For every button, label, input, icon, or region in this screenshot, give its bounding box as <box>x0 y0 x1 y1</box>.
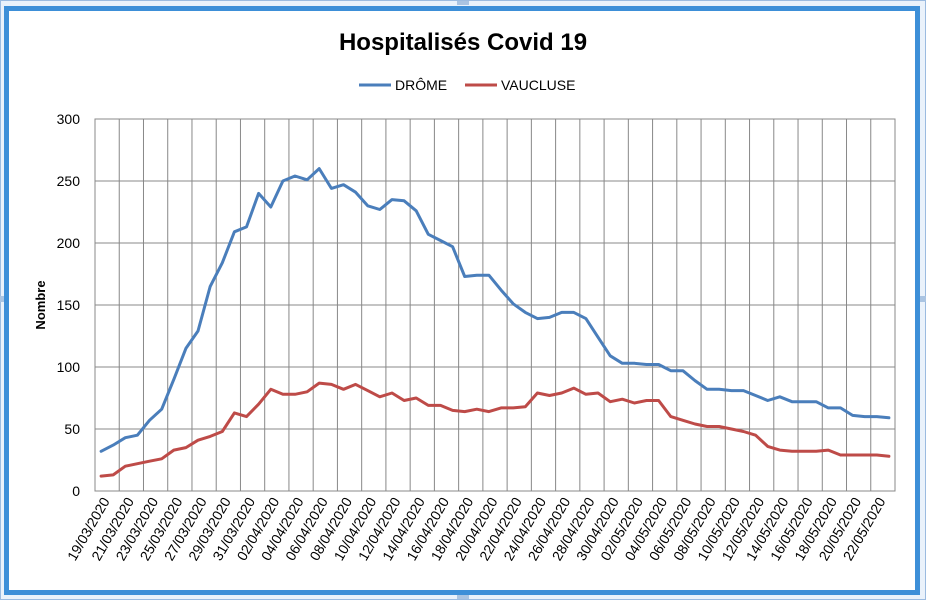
legend: DRÔME VAUCLUSE <box>359 77 575 93</box>
resize-handle-bottom[interactable] <box>457 595 469 599</box>
legend-label: DRÔME <box>395 77 447 93</box>
chart-title: Hospitalisés Covid 19 <box>339 29 587 56</box>
resize-handle-right[interactable] <box>920 296 926 302</box>
y-axis-label: Nombre <box>33 280 48 329</box>
grid <box>94 118 896 492</box>
y-tick-label: 50 <box>64 421 80 437</box>
y-tick-label: 100 <box>57 359 81 375</box>
series-line-vaucluse <box>99 381 891 478</box>
series-line-drôme <box>99 167 891 453</box>
resize-handle-top[interactable] <box>457 1 469 5</box>
y-tick-label: 300 <box>57 111 81 127</box>
y-tick-label: 0 <box>72 483 80 499</box>
series-layer <box>99 167 891 478</box>
y-axis-ticks: 0 50 100 150 200 250 300 <box>57 111 81 499</box>
y-tick-label: 150 <box>57 297 81 313</box>
chart-selection-border <box>4 6 920 595</box>
legend-label: VAUCLUSE <box>501 77 575 93</box>
x-axis-ticks: 19/03/202021/03/202023/03/202025/03/2020… <box>64 494 889 563</box>
resize-handle-left[interactable] <box>0 296 4 302</box>
plot-area <box>94 118 896 492</box>
y-tick-label: 250 <box>57 173 81 189</box>
y-tick-label: 200 <box>57 235 81 251</box>
